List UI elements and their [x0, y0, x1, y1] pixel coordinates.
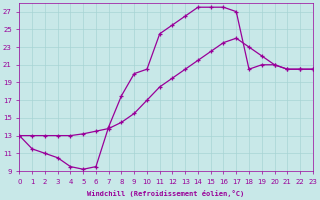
X-axis label: Windchill (Refroidissement éolien,°C): Windchill (Refroidissement éolien,°C): [87, 190, 245, 197]
